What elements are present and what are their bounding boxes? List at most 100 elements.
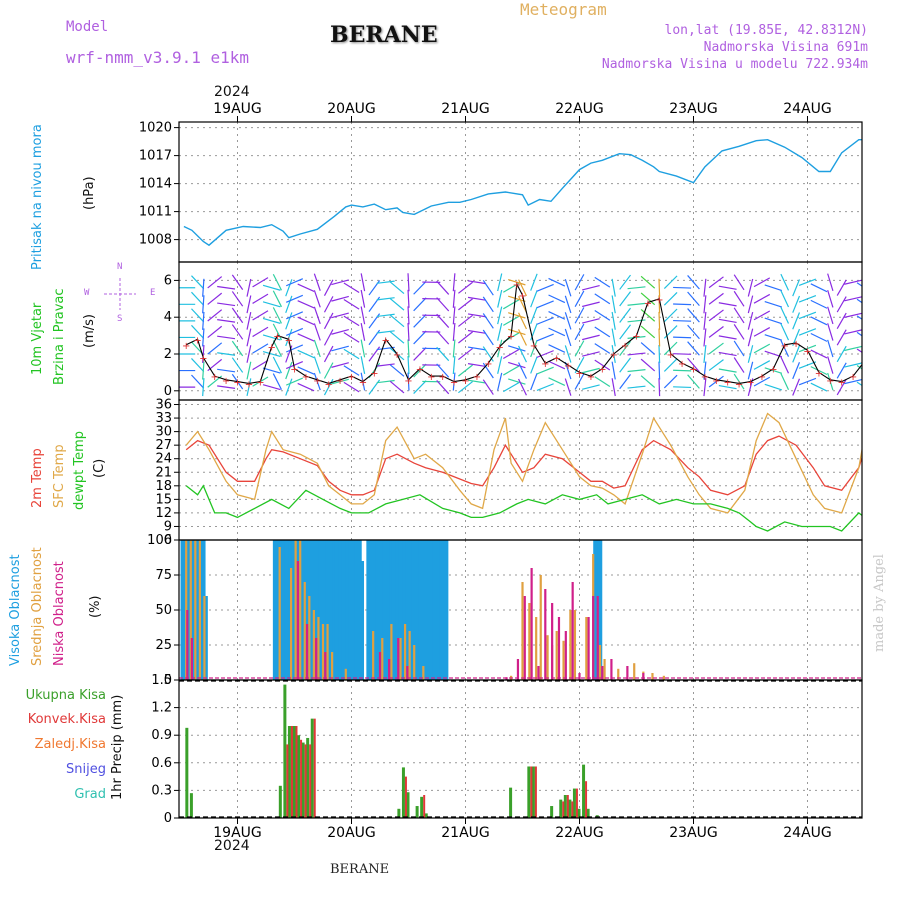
wind-barb: [467, 379, 486, 384]
x-tick-label-top: 24AUG: [783, 101, 832, 117]
x-tick-label-bottom: 20AUG: [327, 825, 376, 841]
wind-barb: [436, 313, 450, 328]
y-tick-label: 15: [155, 492, 172, 507]
y-tick-label: 0: [164, 384, 172, 399]
wind-barb: [663, 292, 678, 306]
wind-barb: [673, 386, 692, 389]
wind-barb: [360, 339, 366, 358]
wind-barb: [673, 369, 692, 372]
wind-barb: [343, 348, 360, 360]
cloud-bar-low: [315, 638, 318, 680]
wind-barb: [246, 361, 252, 380]
gust-marker: +: [575, 368, 583, 379]
y-tick-label: 0.3: [151, 783, 172, 798]
wind-barb: [619, 357, 631, 373]
cloud-bar-high: [275, 540, 280, 680]
wind-barb: [389, 331, 405, 344]
wind-barb: [503, 348, 520, 360]
gust-marker: +: [621, 341, 629, 352]
wind-barb: [246, 295, 252, 314]
wind-barb: [703, 295, 707, 314]
wind-barb: [285, 377, 304, 386]
cloud-bar-low: [190, 638, 193, 680]
wind-barb: [594, 276, 611, 288]
wind-barb: [780, 273, 790, 291]
wind-barb: [202, 311, 205, 330]
wind-barb: [718, 335, 737, 340]
wind-barb: [272, 323, 283, 341]
cloud-bar-high: [416, 540, 422, 680]
wind-barb: [518, 329, 527, 346]
cloud-bar-low: [642, 673, 645, 680]
precip-bar-convective: [566, 795, 569, 818]
wind-barb: [272, 373, 283, 390]
wind-barb: [217, 285, 236, 290]
cloud-bar-mid: [299, 540, 302, 680]
cloud-bar-high: [421, 540, 426, 680]
wind-barb: [297, 283, 315, 292]
year-top: 2024: [214, 84, 250, 100]
wind-barb: [217, 335, 236, 340]
wind-barb: [703, 361, 707, 380]
wind-barb: [827, 290, 834, 308]
cloud-bar-low: [296, 561, 300, 680]
cloud-bar-low: [578, 673, 581, 680]
wind-barb: [856, 381, 862, 387]
wind-barb: [640, 375, 656, 388]
wind-barb: [687, 374, 700, 389]
wind-barb: [331, 312, 349, 319]
model-label: Model: [66, 19, 109, 35]
wind-barb: [582, 384, 600, 390]
wind-barb: [658, 311, 661, 330]
wind-barb: [827, 273, 834, 292]
wind-barb: [297, 300, 315, 309]
gust-marker: +: [518, 291, 526, 302]
wind-barb: [673, 353, 692, 355]
wind-barb: [764, 367, 783, 374]
cloud-bar-high: [414, 540, 419, 680]
wind-barb: [582, 367, 600, 374]
precip-bar-convective: [423, 795, 426, 818]
wind-barb: [753, 376, 771, 387]
wind-barb: [798, 377, 817, 386]
wind-barb: [202, 295, 205, 314]
cloud-bar-low: [516, 659, 520, 680]
wind-barb: [458, 314, 473, 327]
cloud-bar-high: [382, 540, 387, 680]
cloud-bar-mid: [189, 540, 192, 680]
cloud-bar-high: [400, 540, 406, 680]
wind-barb: [536, 316, 554, 325]
y-tick-label: 25: [155, 638, 172, 653]
cloud-bar-low: [601, 666, 604, 680]
x-tick-label-bottom: 19AUG: [213, 825, 262, 841]
cloud-bar-high: [375, 540, 380, 680]
wind-barb: [611, 295, 616, 314]
wind-barb: [619, 274, 631, 290]
gust-marker: +: [724, 378, 732, 389]
wind-barb: [467, 329, 486, 334]
wind-barb: [413, 313, 427, 328]
wind-barb: [627, 302, 646, 306]
wind-barb: [687, 357, 700, 373]
wind-barb: [733, 307, 745, 324]
cloud-bar-high: [418, 540, 424, 680]
wind-barb: [482, 329, 494, 346]
wind-barb: [191, 275, 205, 290]
wind-barb: [482, 296, 494, 313]
cloud-bar-low: [523, 596, 526, 680]
wind-barb: [708, 375, 724, 388]
precip-bar-total: [577, 808, 581, 818]
precip-bar-total: [401, 767, 405, 818]
precip-bar-total: [424, 813, 428, 818]
wind-barb: [753, 293, 771, 304]
cloud-bar-low: [378, 652, 382, 680]
wind-barb: [856, 365, 862, 370]
wind-barb: [792, 312, 801, 330]
wind-barb: [407, 289, 410, 308]
wind-barb: [673, 319, 692, 322]
wind-barb: [718, 384, 737, 390]
wind-barb: [413, 280, 427, 295]
panel-frame: [178, 121, 863, 263]
wind-barb: [594, 376, 611, 388]
wind-barb: [530, 273, 538, 291]
